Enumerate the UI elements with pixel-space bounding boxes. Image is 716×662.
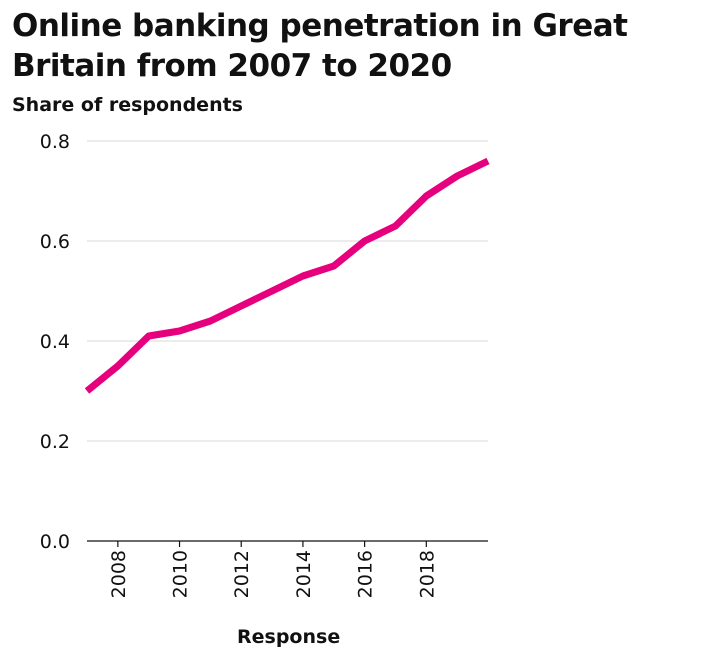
axes: 0.0 0.2 0.4 0.6 0.8 2008 2010 2012 2014 2016 2018 [40,131,488,598]
y-tick-label: 0.0 [40,531,70,553]
x-tick-label: 2016 [355,550,377,598]
y-tick-label: 0.2 [40,431,70,453]
gridlines [87,140,488,442]
x-tick-label: 2012 [231,550,253,598]
x-tick-label: 2010 [170,550,192,598]
x-axis-label: Response [237,626,341,648]
y-tick-label: 0.8 [40,131,70,153]
y-tick-label: 0.4 [40,331,70,353]
series-line [84,157,490,394]
x-tick-label: 2014 [293,550,315,598]
x-tick-label: 2018 [416,550,438,598]
y-axis-label: Share of respondents [12,94,243,116]
x-tick-label: 2008 [108,550,130,598]
chart-title: Online banking penetration in Great Brit… [12,8,628,84]
series-layer [84,157,490,394]
y-tick-label: 0.6 [40,231,70,253]
